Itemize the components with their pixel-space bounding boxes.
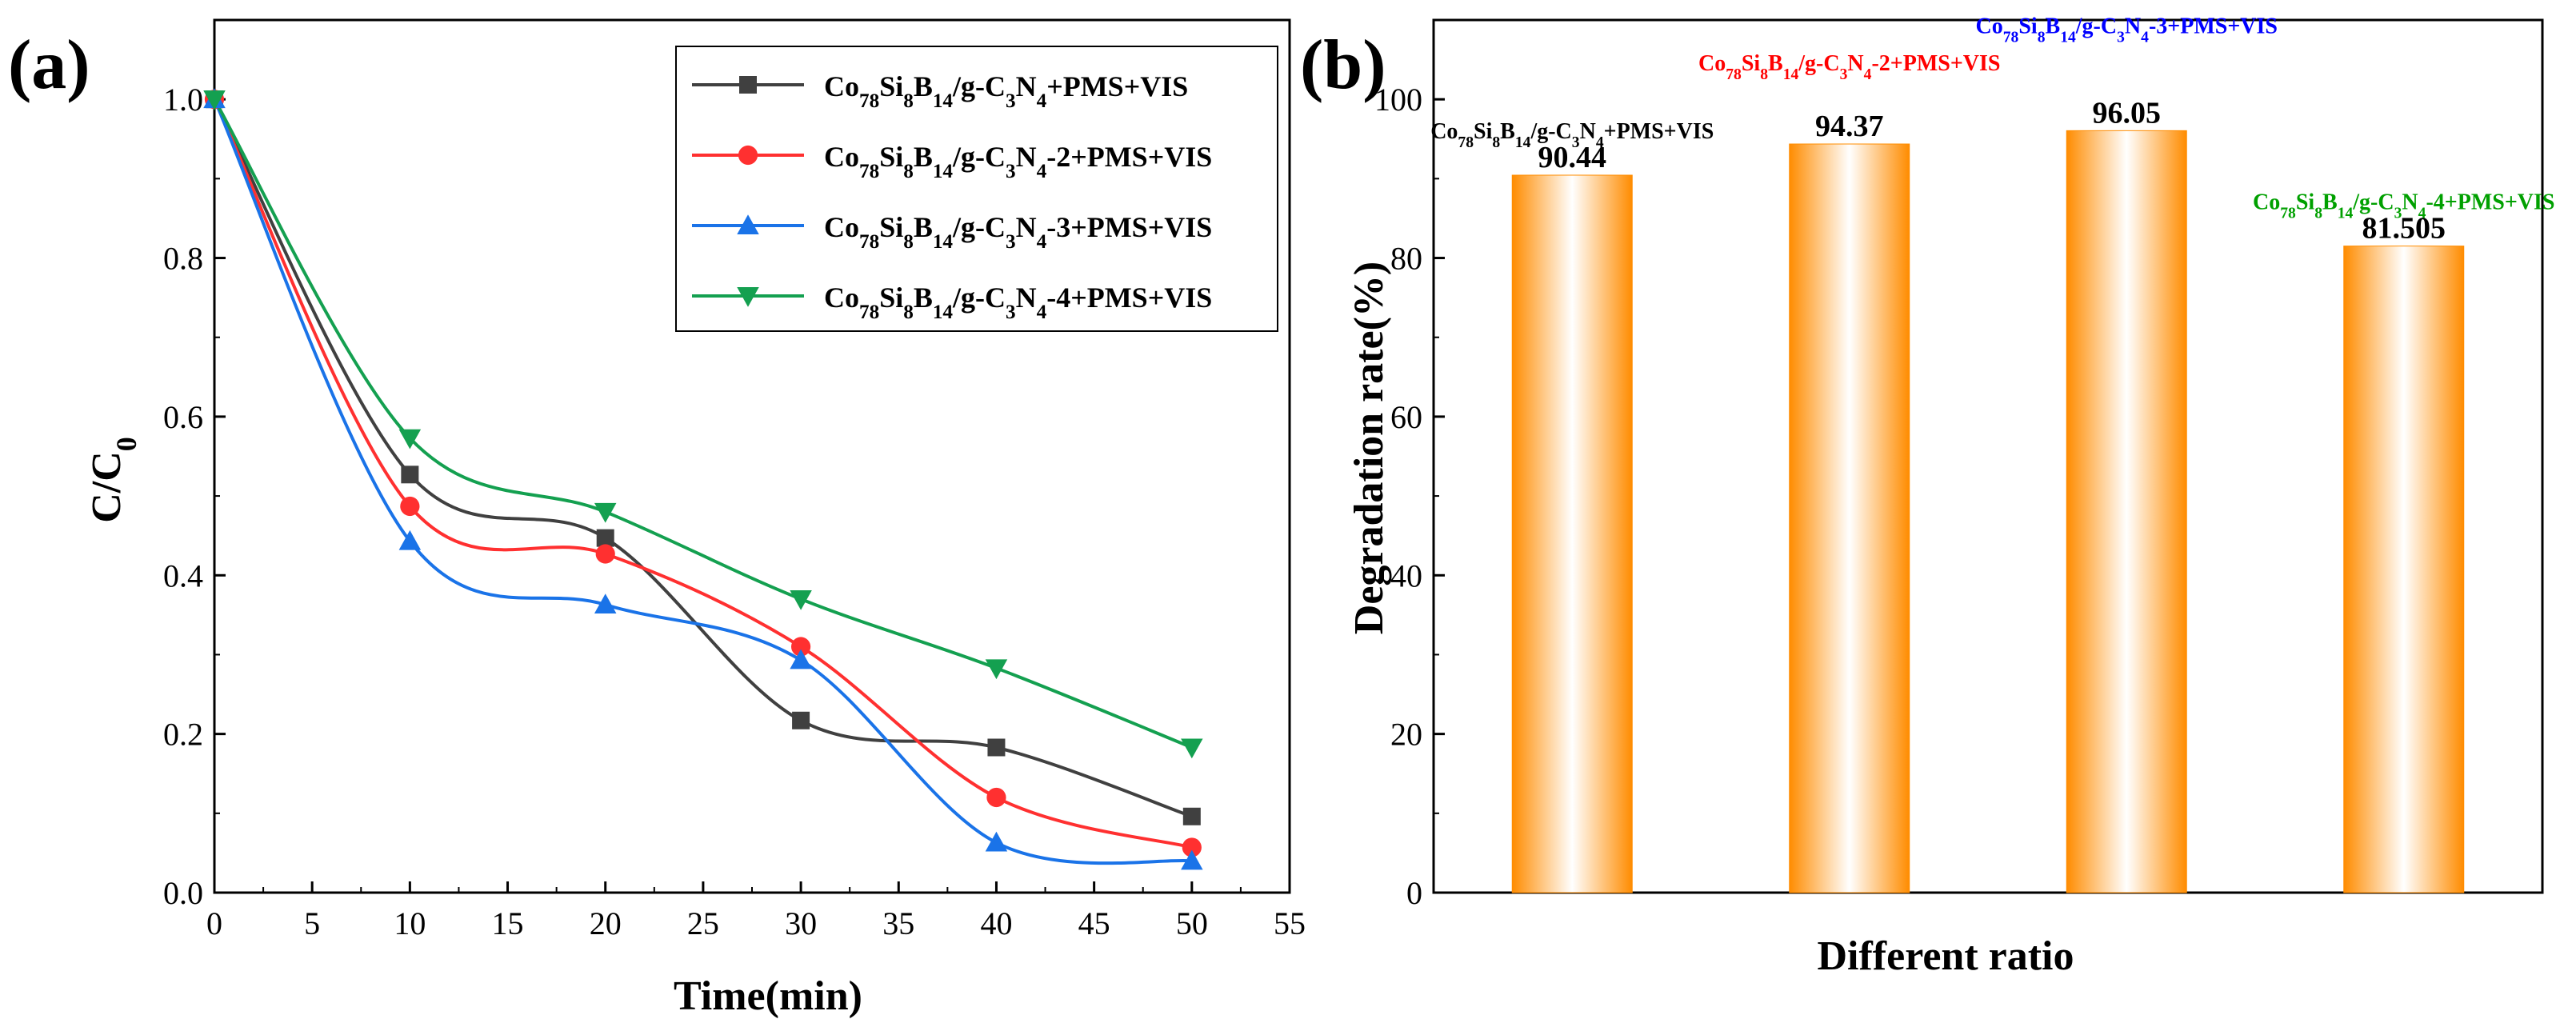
legend-marker-4 [737, 287, 759, 307]
panel-b-bars [1511, 130, 2465, 893]
bar-3 [2066, 130, 2187, 893]
legend-label-1: Co78Si8B14/g-C3N4+PMS+VIS [824, 70, 1188, 112]
y-tick-label: 0.6 [163, 399, 203, 435]
y-tick-label: 0.2 [163, 717, 203, 753]
series-3-point [790, 649, 812, 669]
bar-4 [2343, 246, 2465, 893]
x-tick-label: 5 [304, 905, 320, 941]
series-4-point [985, 659, 1008, 680]
y-tick-label: 0.0 [163, 875, 203, 911]
bar-value-label: 81.505 [2362, 212, 2446, 246]
series-3-point [594, 593, 617, 613]
series-1-point [401, 466, 419, 484]
x-tick-label: 15 [492, 905, 524, 941]
panel-a-y-ticks: 0.0 0.2 0.4 0.6 0.8 1.0 [163, 82, 226, 911]
series-4-point [790, 590, 812, 610]
y-tick-label: 0 [1406, 875, 1422, 911]
panel-b-y-axis-label: Degradation rate(%) [1346, 262, 1392, 634]
legend-marker-1 [739, 76, 757, 94]
y-tick-label: 0.8 [163, 241, 203, 277]
series-2-point [790, 637, 811, 657]
x-tick-label: 30 [785, 905, 817, 941]
series-4-point [398, 429, 422, 450]
x-tick-label: 50 [1176, 905, 1208, 941]
y-tick-label: 1.0 [163, 82, 203, 118]
legend-label-4: Co78Si8B14/g-C3N4-4+PMS+VIS [824, 282, 1212, 323]
x-tick-label: 20 [590, 905, 622, 941]
bar-name-label: Co78Si8B14/g-C3N4-4+PMS+VIS [2253, 190, 2554, 222]
panel-a-x-axis-label: Time(min) [674, 973, 862, 1019]
series-2-point [986, 787, 1006, 808]
series-2-point [400, 496, 420, 517]
legend-marker-2 [738, 145, 758, 166]
bar-1 [1511, 174, 1633, 893]
series-4-point [203, 90, 226, 110]
series-1-point [792, 711, 810, 729]
panel-a-label: (a) [8, 26, 90, 104]
legend-label-2: Co78Si8B14/g-C3N4-2+PMS+VIS [824, 141, 1212, 182]
bar-value-label: 94.37 [1815, 110, 1884, 143]
x-tick-label: 45 [1078, 905, 1110, 941]
series-1-point [987, 738, 1006, 757]
panel-b-x-axis-label: Different ratio [1817, 933, 2074, 979]
bar-name-label: Co78Si8B14/g-C3N4-3+PMS+VIS [1976, 14, 2278, 46]
panel-b-bar-chart: (b) 0 20 40 60 80 100 90.44Co78Si8B14/g-C3N4+… [1300, 14, 2554, 979]
y-tick-label: 0.4 [163, 557, 203, 593]
bar-2 [1789, 143, 1910, 893]
panel-b-label: (b) [1300, 26, 1386, 104]
y-tick-label: 60 [1390, 399, 1422, 435]
panel-b-frame [1432, 18, 2544, 894]
x-tick-label: 25 [687, 905, 719, 941]
y-tick-label: 80 [1390, 241, 1422, 277]
series-4-point [1181, 738, 1203, 759]
panel-a-y-axis-label: C/C0 [84, 437, 142, 523]
x-tick-label: 0 [206, 905, 222, 941]
panel-a-markers [203, 88, 1203, 870]
panel-b-axes [1432, 18, 2544, 894]
panel-a-x-ticks: 0 5 10 15 20 25 30 35 40 45 50 55 [206, 881, 1306, 941]
legend-label-3: Co78Si8B14/g-C3N4-3+PMS+VIS [824, 211, 1212, 253]
panel-a-legend: Co78Si8B14/g-C3N4+PMS+VIS Co78Si8B14/g-C3… [675, 46, 1278, 332]
bar-name-label: Co78Si8B14/g-C3N4+PMS+VIS [1430, 119, 1714, 151]
series-1-point [1182, 807, 1201, 825]
series-1-point [596, 529, 614, 547]
bar-value-label: 96.05 [2093, 96, 2162, 130]
bar-name-label: Co78Si8B14/g-C3N4-2+PMS+VIS [1698, 51, 2000, 83]
series-4-point [594, 502, 617, 523]
x-tick-label: 55 [1274, 905, 1306, 941]
x-tick-label: 35 [882, 905, 914, 941]
y-tick-label: 40 [1390, 557, 1422, 593]
y-tick-label: 100 [1374, 82, 1422, 118]
series-2-point [1182, 837, 1202, 857]
panel-a-line-chart: (a) 0 5 10 15 20 25 30 35 40 45 50 55 0.00.20.40.60… [8, 18, 1306, 1019]
legend-marker-3 [737, 214, 759, 234]
x-tick-label: 10 [394, 905, 426, 941]
series-line-4 [213, 98, 1193, 749]
x-tick-label: 40 [980, 905, 1012, 941]
series-3-point [398, 529, 422, 550]
series-3-point [1181, 849, 1203, 870]
legend-frame [675, 46, 1278, 332]
panel-b-y-ticks: 0 20 40 60 80 100 [1374, 82, 1445, 911]
series-3-point [985, 831, 1008, 852]
bar-value-label: 90.44 [1538, 141, 1607, 174]
y-tick-label: 20 [1390, 717, 1422, 753]
series-2-point [595, 544, 615, 564]
